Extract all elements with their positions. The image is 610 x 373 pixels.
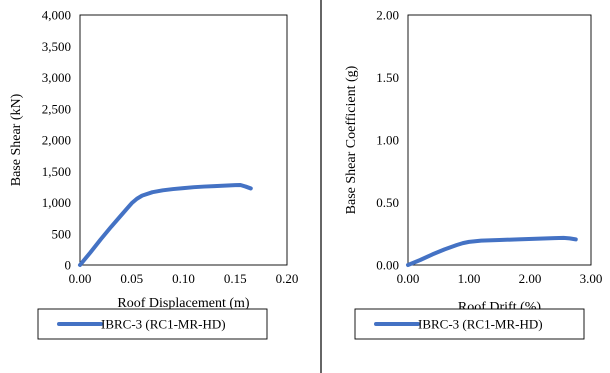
- y-tick-label: 3,000: [42, 70, 71, 85]
- x-tick-label: 0.05: [120, 271, 143, 286]
- y-tick-label: 1.50: [376, 70, 399, 85]
- y-tick-label: 2,500: [42, 101, 71, 116]
- y-tick-label: 3,500: [42, 39, 71, 54]
- plot-area-frame: [79, 14, 288, 266]
- series-line: [78, 183, 253, 267]
- y-tick-label: 1,000: [42, 195, 71, 210]
- x-tick-label: 0.10: [172, 271, 195, 286]
- legend: IBRC-3 (RC1-MR-HD): [354, 308, 585, 340]
- x-tick-label: 0.15: [224, 271, 247, 286]
- y-tick-label: 0: [65, 258, 72, 273]
- y-tick-label: 0.50: [376, 195, 399, 210]
- x-tick-label: 0.00: [397, 271, 420, 286]
- y-tick-label: 2.00: [376, 8, 399, 23]
- y-tick-label: 0.00: [376, 258, 399, 273]
- y-tick-label: 2,000: [42, 133, 71, 148]
- y-tick-label: 1,500: [42, 164, 71, 179]
- x-tick-label: 1.00: [458, 271, 481, 286]
- y-axis-title: Base Shear (kN): [9, 93, 24, 186]
- series-line: [406, 235, 578, 267]
- y-tick-label: 4,000: [42, 8, 71, 23]
- x-tick-label: 0.00: [69, 271, 92, 286]
- y-tick-label: 1.00: [376, 133, 399, 148]
- y-tick-label: 500: [52, 226, 72, 241]
- plot-area-frame: [407, 14, 592, 266]
- chart-1: 0.00 0.05 0.10 0.15 0.20 0 500 1,000 1,500 2,000 2…: [9, 8, 298, 340]
- x-axis-title: Roof Displacement (m): [117, 296, 250, 311]
- y-axis-title: Base Shear Coefficient (g): [344, 65, 359, 214]
- x-tick-label: 2.00: [519, 271, 542, 286]
- legend: IBRC-3 (RC1-MR-HD): [37, 308, 268, 340]
- x-tick-label: 3.00: [580, 271, 603, 286]
- legend-label: IBRC-3 (RC1-MR-HD): [418, 317, 543, 332]
- chart-2: 0.00 1.00 2.00 3.000.000.501.001.502.00Roof…: [344, 8, 602, 340]
- legend-label: IBRC-3 (RC1-MR-HD): [101, 317, 226, 332]
- x-tick-label: 0.20: [276, 271, 299, 286]
